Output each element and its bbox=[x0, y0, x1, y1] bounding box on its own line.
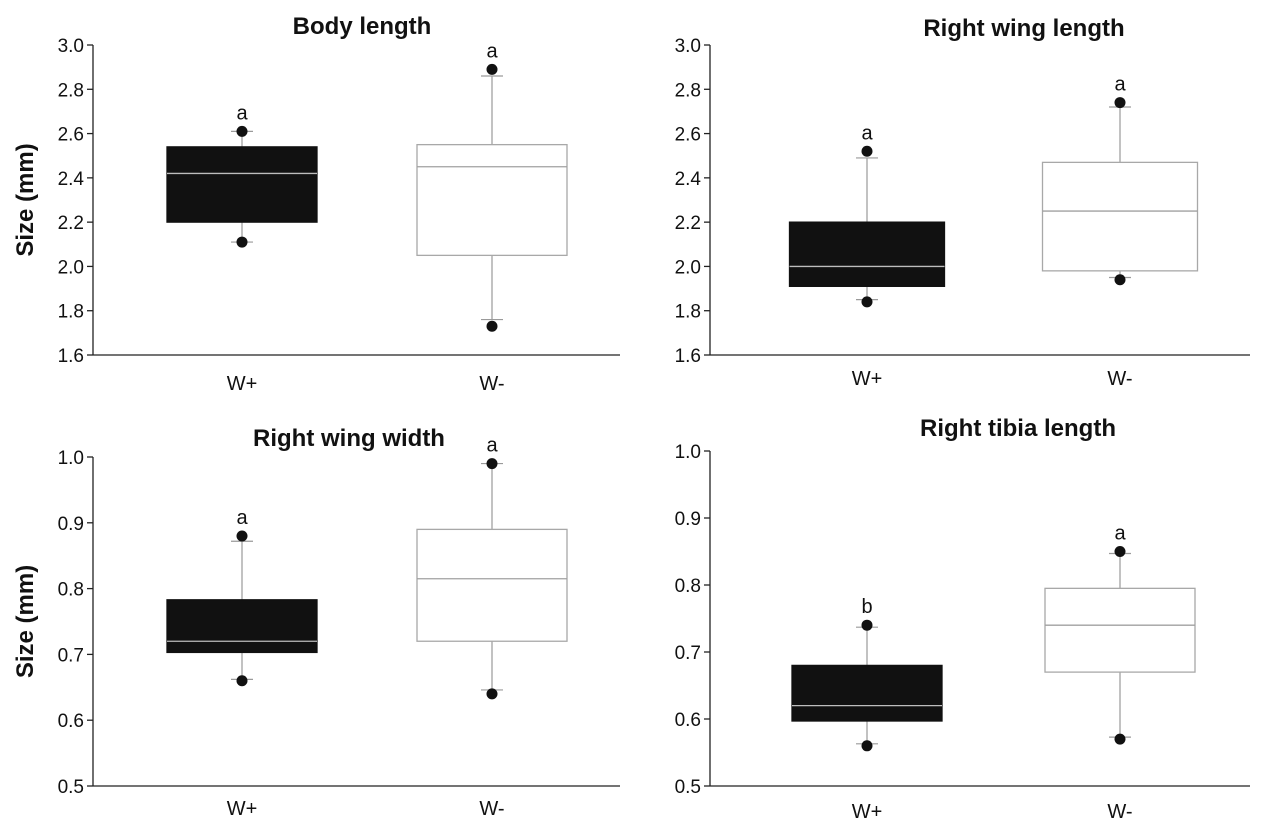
panel3-y-tick-label: 0.6 bbox=[58, 711, 84, 732]
panel1-box-w-minus-outlier bbox=[486, 63, 498, 75]
panel3-box-w-plus bbox=[166, 599, 318, 654]
panel2-y-tick-label: 2.4 bbox=[675, 169, 702, 190]
panel2-y-tick-label: 2.8 bbox=[675, 80, 701, 101]
panel4-y-tick-label: 0.8 bbox=[675, 576, 701, 597]
panel1-y-tick-label: 2.8 bbox=[58, 80, 84, 101]
panel1-title: Body length bbox=[293, 13, 432, 40]
panel2-box-w-minus-outlier bbox=[1114, 97, 1126, 109]
panel3-y-axis-label: Size (mm) bbox=[12, 565, 39, 678]
panel4-x-category-label: W- bbox=[1107, 801, 1132, 823]
panel1-x-category-label: W- bbox=[479, 373, 504, 395]
panel2-box-w-minus-significance-label: a bbox=[1114, 74, 1126, 96]
panel1-box-w-minus-outlier bbox=[486, 320, 498, 332]
panel4-box-w-plus-outlier bbox=[861, 619, 873, 631]
panel2-x-category-label: W- bbox=[1107, 368, 1132, 390]
panel3-box-w-minus-outlier bbox=[486, 688, 498, 700]
panel2-box-w-plus-outlier bbox=[861, 145, 873, 157]
panel4-box-w-plus bbox=[791, 664, 943, 722]
panel3-box-w-plus-significance-label: a bbox=[236, 507, 248, 529]
panel1-y-axis-label: Size (mm) bbox=[12, 143, 39, 256]
panel1-y-tick-label: 2.6 bbox=[58, 125, 84, 146]
panel4-box-w-minus-outlier bbox=[1114, 546, 1126, 557]
panel3-y-tick-label: 0.7 bbox=[58, 645, 84, 666]
panel1-box-w-plus bbox=[166, 146, 318, 223]
panel1-y-tick-label: 2.4 bbox=[58, 169, 85, 190]
panel2-box-w-minus-outlier bbox=[1114, 274, 1126, 286]
panel3-box-w-minus-outlier bbox=[486, 458, 498, 470]
panel4-y-tick-label: 0.6 bbox=[675, 710, 701, 731]
panel2-y-tick-label: 2.2 bbox=[675, 213, 701, 234]
panel1-box-w-plus-outlier bbox=[236, 125, 248, 137]
panel3-box-w-minus-significance-label: a bbox=[486, 435, 498, 457]
panel1-y-tick-label: 1.6 bbox=[58, 346, 84, 367]
panel3-title: Right wing width bbox=[253, 425, 445, 452]
panel4-box-w-plus-outlier bbox=[861, 740, 873, 752]
panel4-y-tick-label: 0.9 bbox=[675, 509, 701, 530]
panel3-box-w-minus bbox=[416, 528, 568, 642]
panel3-box-w-plus-outlier bbox=[236, 530, 248, 542]
panel1-x-category-label: W+ bbox=[227, 373, 258, 395]
panel1-y-tick-label: 2.0 bbox=[58, 257, 84, 278]
panel1-box-w-minus-significance-label: a bbox=[486, 40, 498, 62]
panel3-y-tick-label: 0.5 bbox=[58, 777, 84, 798]
panel2-box-w-plus-significance-label: a bbox=[861, 122, 873, 144]
panel2-title: Right wing length bbox=[923, 15, 1124, 42]
panel1-box-w-minus bbox=[416, 143, 568, 257]
panel2-x-category-label: W+ bbox=[852, 368, 883, 390]
panel2-y-tick-label: 1.8 bbox=[675, 302, 701, 323]
panel1-y-tick-label: 1.8 bbox=[58, 302, 84, 323]
panel3-y-tick-label: 0.8 bbox=[58, 580, 84, 601]
panel4-y-tick-label: 0.5 bbox=[675, 777, 701, 798]
panel2-y-tick-label: 2.0 bbox=[675, 257, 701, 278]
panel2-box-w-minus bbox=[1041, 161, 1199, 272]
panel4-x-category-label: W+ bbox=[852, 801, 883, 823]
panel1-y-tick-label: 2.2 bbox=[58, 213, 84, 234]
panel3-y-tick-label: 1.0 bbox=[58, 448, 84, 469]
panel3-y-tick-label: 0.9 bbox=[58, 514, 84, 535]
panel4-box-w-minus bbox=[1044, 587, 1196, 673]
panel2-y-tick-label: 1.6 bbox=[675, 346, 701, 367]
panel4-y-tick-label: 0.7 bbox=[675, 643, 701, 664]
panel3-box-w-plus-outlier bbox=[236, 675, 248, 687]
panel3-x-category-label: W- bbox=[479, 798, 504, 820]
panel2-box-w-plus-outlier bbox=[861, 296, 873, 308]
panel1-box-w-plus-significance-label: a bbox=[236, 102, 248, 124]
panel2-y-tick-label: 2.6 bbox=[675, 125, 701, 146]
panel3-x-category-label: W+ bbox=[227, 798, 258, 820]
panel1-y-tick-label: 3.0 bbox=[58, 36, 84, 57]
panel1-box-w-plus-outlier bbox=[236, 236, 248, 248]
panel4-y-tick-label: 1.0 bbox=[675, 442, 701, 463]
panel4-box-w-minus-outlier bbox=[1114, 733, 1126, 745]
panel4-box-w-plus-significance-label: b bbox=[861, 596, 872, 618]
panel4-box-w-minus-significance-label: a bbox=[1114, 523, 1126, 545]
panel4-title: Right tibia length bbox=[920, 415, 1116, 442]
panel2-y-tick-label: 3.0 bbox=[675, 36, 701, 57]
panel2-box-w-plus bbox=[788, 221, 946, 288]
